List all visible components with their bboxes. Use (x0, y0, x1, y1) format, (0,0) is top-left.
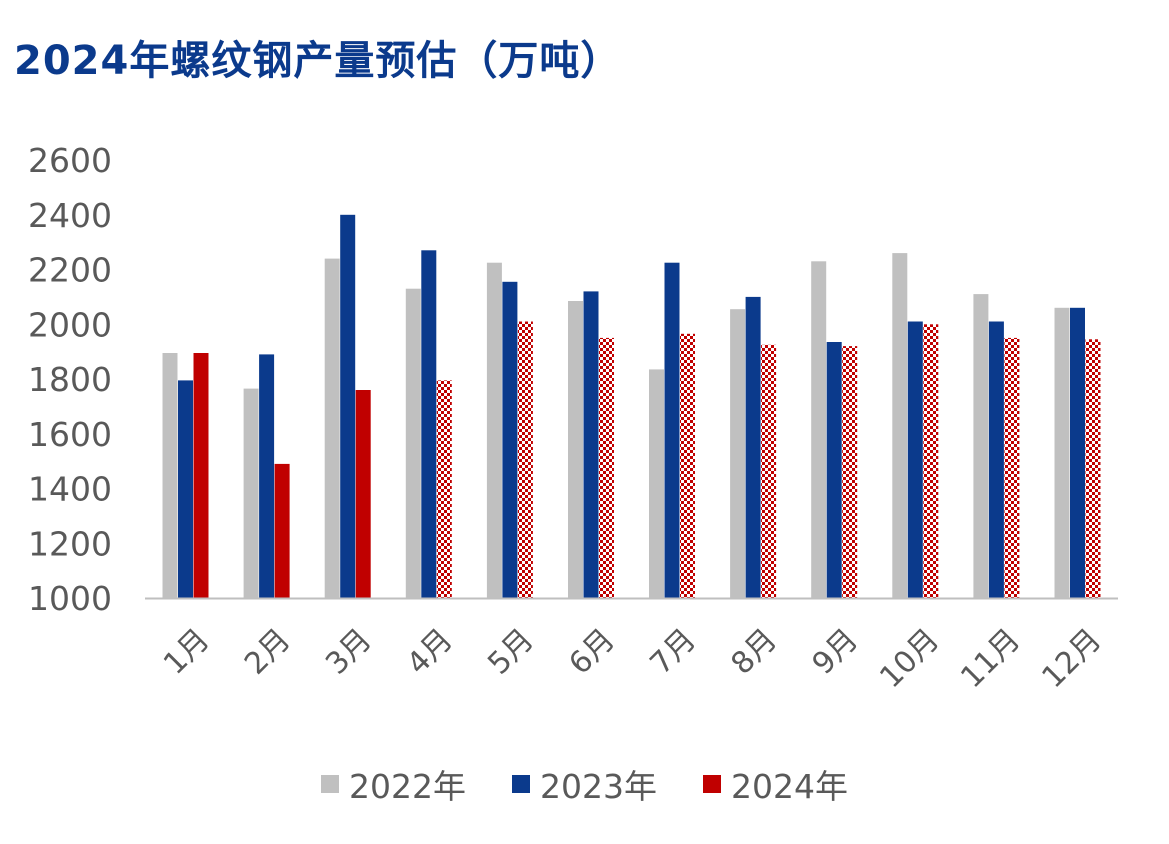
x-tick-label: 4月 (400, 622, 459, 681)
bar-2022-6 (568, 301, 583, 598)
bar-2022-12 (1054, 307, 1070, 598)
bar-2024-5 (517, 321, 533, 598)
x-tick-label: 11月 (954, 622, 1027, 695)
y-tick-label: 1400 (28, 470, 112, 509)
y-axis-ticks: 1000 1200 1400 1600 1800 2000 2200 2400 2600 (28, 141, 112, 618)
legend-label-2024: 2024年 (730, 767, 848, 806)
chart-title: 2024年螺纹钢产量预估（万吨） (14, 38, 622, 84)
bar-2024-8 (761, 344, 777, 598)
bar-2023-1 (178, 380, 193, 598)
legend-swatch-2022 (321, 775, 340, 793)
x-tick-label: 3月 (319, 622, 378, 681)
bar-2023-6 (583, 291, 599, 598)
bar-2022-3 (324, 258, 340, 598)
x-tick-label: 6月 (562, 622, 621, 681)
x-axis-labels: 1月 2月 3月 4月 5月 6月 7月 8月 9月 10月 11月 12月 (157, 622, 1108, 695)
legend-item-2022: 2022年 (321, 760, 466, 808)
x-tick-label: 10月 (873, 622, 946, 695)
bar-2022-2 (243, 388, 259, 598)
bar-2024-6 (599, 337, 614, 598)
legend-item-2024: 2024年 (702, 760, 848, 808)
bar-2024-9 (842, 346, 858, 598)
bar-2024-11 (1004, 337, 1020, 598)
bars (162, 214, 1101, 599)
bar-2024-7 (680, 333, 695, 598)
bar-chart: 1000 1200 1400 1600 1800 2000 2200 2400 2600 1月 2… (28, 141, 1118, 695)
legend-label-2022: 2022年 (349, 767, 466, 806)
y-tick-label: 1600 (28, 415, 112, 454)
bar-2022-9 (811, 261, 827, 598)
x-tick-label: 9月 (806, 622, 865, 681)
bar-2023-8 (745, 296, 761, 598)
legend-swatch-2024 (702, 775, 721, 793)
bar-2023-11 (988, 321, 1004, 598)
bar-2024-12 (1085, 339, 1101, 598)
x-tick-label: 5月 (481, 622, 540, 681)
x-tick-label: 2月 (238, 622, 297, 681)
x-tick-label: 12月 (1035, 622, 1108, 695)
bar-2022-11 (973, 294, 989, 598)
y-tick-label: 2000 (28, 305, 112, 344)
bar-2024-10 (923, 324, 939, 599)
legend-label-2023: 2023年 (540, 767, 657, 806)
legend-swatch-2023 (512, 775, 530, 793)
bar-2023-2 (259, 354, 275, 598)
bar-2022-1 (162, 353, 178, 598)
bar-2024-1 (193, 353, 209, 598)
bar-2022-8 (730, 309, 746, 598)
bar-2023-4 (421, 250, 437, 599)
x-tick-label: 7月 (644, 622, 703, 681)
y-tick-label: 2400 (28, 196, 112, 235)
bar-2023-12 (1070, 307, 1085, 598)
bar-2023-7 (664, 262, 680, 598)
bar-2023-3 (340, 214, 356, 599)
x-tick-label: 8月 (725, 622, 784, 681)
y-tick-label: 1000 (28, 579, 112, 618)
bar-2024-3 (355, 390, 371, 598)
y-tick-label: 1200 (28, 524, 112, 563)
bar-2022-4 (405, 288, 421, 598)
y-tick-label: 2600 (28, 141, 112, 180)
x-tick-label: 1月 (157, 622, 216, 681)
bar-2022-10 (892, 253, 908, 598)
bar-2024-2 (274, 463, 290, 598)
bar-2022-7 (649, 369, 664, 598)
y-tick-label: 1800 (28, 360, 112, 399)
bar-2023-5 (502, 281, 518, 598)
bar-2024-4 (436, 380, 452, 598)
bar-2023-9 (826, 342, 842, 598)
legend: 2022年 2023年 2024年 (0, 760, 1169, 808)
legend-item-2023: 2023年 (512, 760, 657, 808)
y-tick-label: 2200 (28, 251, 112, 290)
bar-2023-10 (907, 321, 923, 598)
bar-2022-5 (486, 262, 502, 598)
